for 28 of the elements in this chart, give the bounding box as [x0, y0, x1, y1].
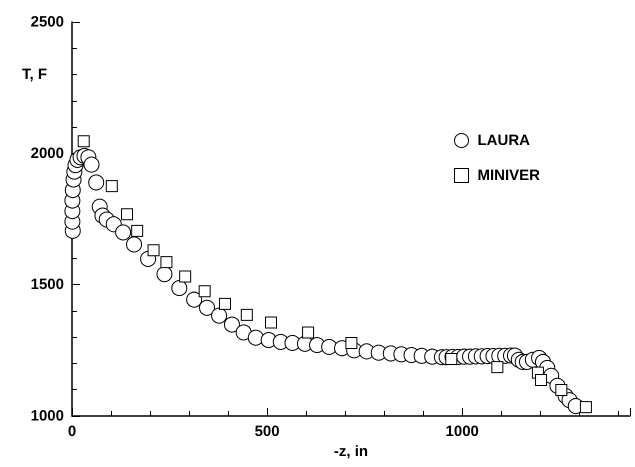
- x-axis-title: -z, in: [334, 442, 368, 460]
- point: [160, 256, 172, 268]
- x-tick-label: 0: [68, 423, 76, 440]
- y-tick-label: 1000: [30, 408, 64, 424]
- point: [302, 326, 314, 338]
- y-tick-label: 1500: [30, 276, 64, 294]
- legend-label: MINIVER: [477, 167, 540, 184]
- point: [580, 401, 592, 414]
- legend-label: LAURA: [477, 132, 530, 149]
- point: [131, 224, 144, 237]
- point: [491, 361, 504, 374]
- y-tick-label: 2500: [30, 14, 64, 30]
- point: [179, 270, 192, 283]
- point: [265, 316, 278, 328]
- point: [345, 336, 358, 349]
- point: [78, 135, 90, 148]
- point: [218, 298, 231, 310]
- point: [240, 308, 253, 321]
- point: [121, 208, 134, 220]
- x-tick-label: 1000: [446, 423, 479, 440]
- point: [535, 374, 548, 386]
- point: [106, 180, 118, 192]
- x-tick-label: 500: [254, 423, 280, 440]
- y-tick-label: 2000: [30, 144, 64, 162]
- point: [198, 285, 211, 298]
- y-axis-title: T, F: [22, 66, 47, 83]
- point: [445, 353, 458, 365]
- point: [148, 244, 160, 256]
